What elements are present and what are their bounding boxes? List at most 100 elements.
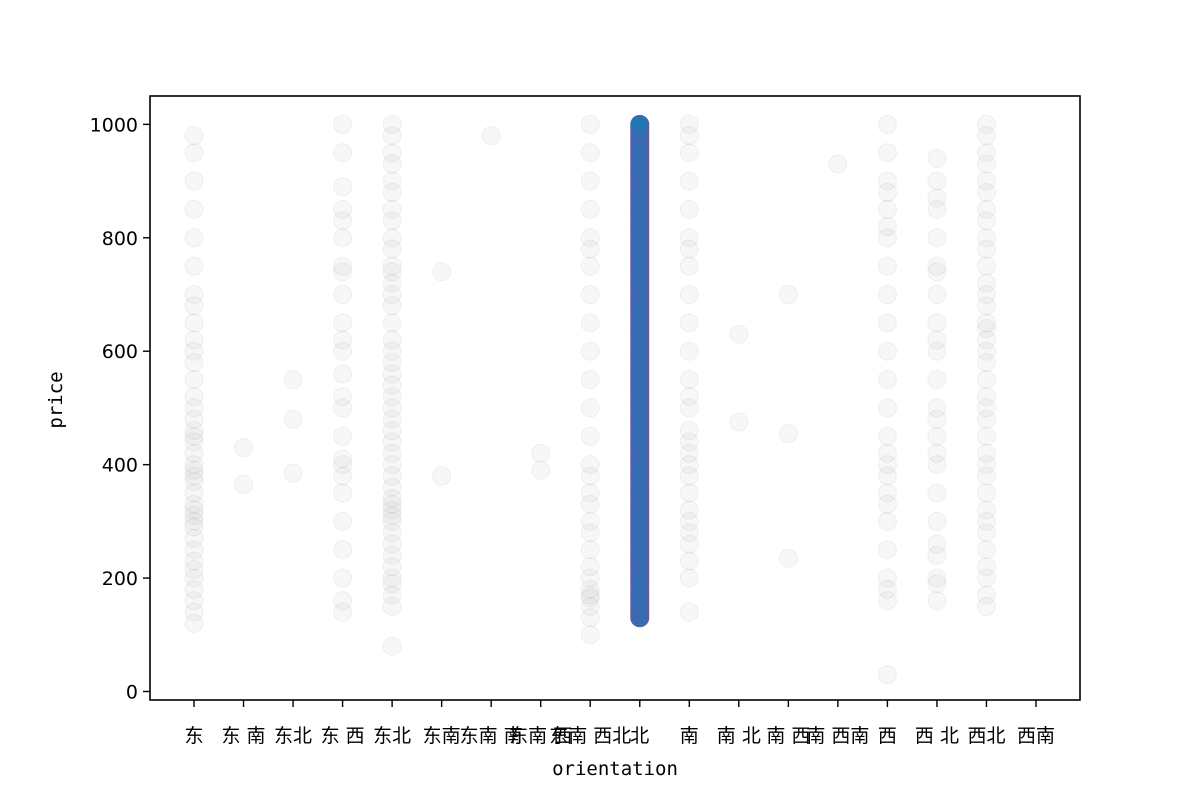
data-point [877, 466, 897, 486]
data-point [877, 511, 897, 531]
data-point [234, 438, 254, 458]
data-point [382, 409, 402, 429]
data-point [184, 528, 204, 548]
data-point [580, 540, 600, 560]
data-point [976, 353, 996, 373]
data-point [976, 483, 996, 503]
data-point [828, 154, 848, 174]
x-tick-label: 南 北 [717, 725, 761, 747]
data-point [877, 540, 897, 560]
data-point [927, 443, 947, 463]
data-point [976, 341, 996, 361]
data-point [184, 432, 204, 452]
x-tick-label: 东 西 [321, 725, 365, 747]
data-point [927, 483, 947, 503]
data-point [927, 284, 947, 304]
data-point [927, 262, 947, 282]
x-tick-label: 东南 南 [460, 725, 523, 747]
data-point [976, 330, 996, 350]
data-point [333, 313, 353, 333]
data-point [283, 409, 303, 429]
data-point [382, 534, 402, 554]
data-point [184, 540, 204, 560]
data-point [382, 636, 402, 656]
data-point [382, 143, 402, 163]
data-point [877, 579, 897, 599]
data-point [729, 324, 749, 344]
data-point [382, 256, 402, 276]
data-point [679, 432, 699, 452]
x-tick-label: 南 西 [766, 725, 810, 747]
data-point [580, 494, 600, 514]
y-axis: 0 200 400 600 800 1000 [90, 114, 150, 703]
data-point [382, 568, 402, 588]
data-point [679, 239, 699, 259]
data-point [184, 506, 204, 526]
data-point [333, 143, 353, 163]
data-point [976, 256, 996, 276]
data-point [333, 540, 353, 560]
data-point [877, 313, 897, 333]
data-point [679, 551, 699, 571]
data-point [679, 114, 699, 134]
data-point [580, 143, 600, 163]
data-point [333, 426, 353, 446]
data-point [679, 483, 699, 503]
x-tick-label: 西南 [1017, 725, 1055, 747]
data-point [184, 426, 204, 446]
data-point [976, 387, 996, 407]
data-point [333, 364, 353, 384]
data-point [679, 126, 699, 146]
data-point [927, 313, 947, 333]
data-point [184, 330, 204, 350]
data-point [877, 568, 897, 588]
data-point [580, 557, 600, 577]
data-point [382, 364, 402, 384]
data-point [580, 313, 600, 333]
data-point [877, 664, 897, 684]
data-point [877, 114, 897, 134]
y-tick-label: 0 [126, 681, 138, 703]
data-point [679, 228, 699, 248]
data-point [382, 284, 402, 304]
data-point [184, 256, 204, 276]
data-point [382, 585, 402, 605]
data-point [184, 387, 204, 407]
data-point [184, 228, 204, 248]
data-point [580, 579, 600, 599]
data-point [927, 409, 947, 429]
data-point [927, 511, 947, 531]
data-point [877, 426, 897, 446]
data-point [679, 284, 699, 304]
data-point [382, 273, 402, 293]
data-point [877, 216, 897, 236]
data-point [333, 284, 353, 304]
y-tick-label: 400 [102, 455, 138, 477]
data-point [382, 421, 402, 441]
data-point [679, 455, 699, 475]
data-point [382, 466, 402, 486]
data-point [580, 466, 600, 486]
data-point [382, 443, 402, 463]
y-tick-label: 1000 [90, 114, 138, 136]
data-point [382, 182, 402, 202]
data-point [382, 313, 402, 333]
data-point [580, 239, 600, 259]
data-point [382, 154, 402, 174]
data-point [382, 211, 402, 231]
data-point [184, 143, 204, 163]
data-point [580, 284, 600, 304]
data-point [382, 341, 402, 361]
data-point [184, 579, 204, 599]
data-point [184, 517, 204, 537]
data-point [333, 387, 353, 407]
data-point [927, 228, 947, 248]
data-point [333, 256, 353, 276]
data-point [382, 494, 402, 514]
data-point [184, 313, 204, 333]
data-point [976, 540, 996, 560]
data-point [184, 472, 204, 492]
data-point [184, 568, 204, 588]
data-point [976, 199, 996, 219]
